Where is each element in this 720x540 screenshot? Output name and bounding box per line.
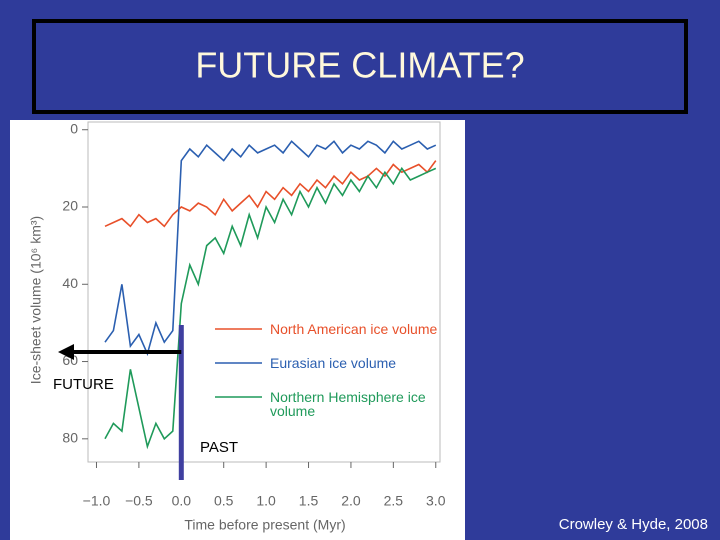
title-box: [32, 19, 688, 114]
series-line: [104, 160, 437, 228]
annotation: PAST: [200, 439, 238, 456]
x-tick-label: −1.0: [83, 493, 111, 509]
y-tick-label: 40: [62, 275, 78, 291]
x-tick-label: −0.5: [125, 493, 153, 509]
x-tick-label: 1.5: [299, 493, 319, 509]
legend-label: Eurasian ice volume: [270, 355, 397, 371]
y-tick-label: 80: [62, 430, 78, 446]
legend-label: North American ice volume: [270, 321, 438, 337]
y-axis-label: Ice-sheet volume (10⁶ km³): [28, 216, 44, 384]
annotation: FUTURE: [53, 376, 114, 393]
slide-title: FUTURE CLIMATE?: [195, 45, 524, 86]
series-line: [104, 140, 437, 357]
y-tick-label: 0: [70, 120, 78, 136]
x-tick-label: 1.0: [256, 493, 276, 509]
x-tick-label: 0.5: [214, 493, 234, 509]
present-marker: [178, 325, 184, 480]
x-tick-label: 2.5: [384, 493, 404, 509]
plot-frame: [87, 121, 441, 463]
y-tick-label: 20: [62, 198, 78, 214]
arrow-head: [58, 344, 74, 360]
x-tick-label: 0.0: [172, 493, 192, 509]
x-tick-label: 2.0: [341, 493, 361, 509]
legend-label: Northern Hemisphere ice volume: [270, 389, 426, 419]
series-line: [104, 166, 437, 450]
chart-panel: [10, 120, 465, 540]
y-tick-label: 60: [62, 352, 78, 368]
credit: Crowley & Hyde, 2008: [559, 516, 708, 533]
x-axis-label: Time before present (Myr): [184, 517, 345, 533]
x-tick-label: 3.0: [426, 493, 446, 509]
